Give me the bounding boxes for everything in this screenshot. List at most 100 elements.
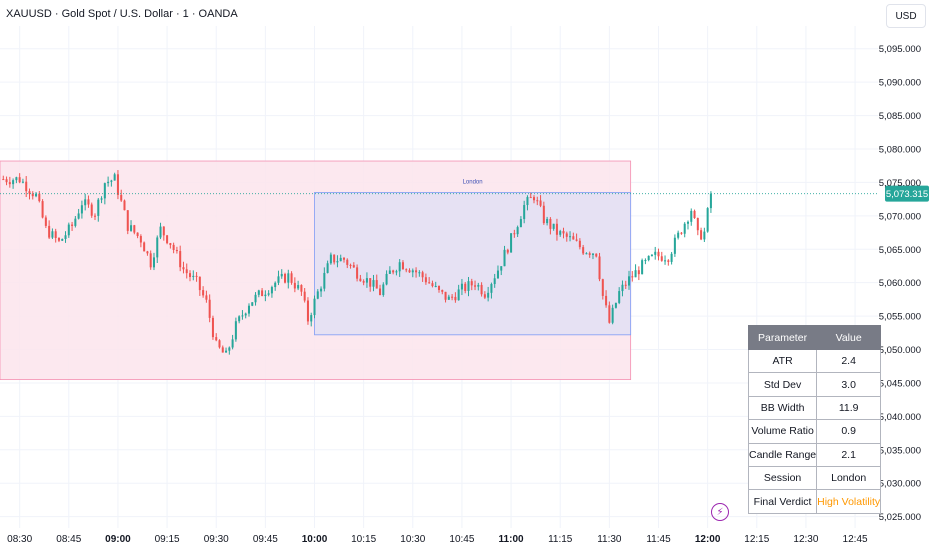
candle-body	[221, 347, 224, 353]
candle-body	[54, 231, 57, 238]
candle-body	[549, 218, 552, 229]
candle-body	[608, 305, 611, 323]
candle-body	[392, 270, 395, 273]
candle-body	[107, 181, 110, 184]
candle-body	[385, 273, 388, 285]
candle-body	[202, 290, 205, 296]
candle-body	[362, 281, 365, 283]
candle-body	[84, 199, 87, 206]
candle-body	[490, 284, 493, 293]
x-tick-label: 09:15	[155, 534, 180, 545]
candle-body	[480, 284, 483, 295]
x-tick-label: 11:45	[646, 534, 671, 545]
candle-body	[25, 181, 28, 192]
candle-body	[175, 249, 178, 252]
candle-body	[284, 273, 287, 283]
candle-body	[48, 225, 51, 238]
candle-body	[572, 236, 575, 240]
candle-body	[51, 231, 54, 238]
candle-body	[627, 276, 631, 286]
candle-body	[156, 237, 159, 258]
candle-body	[401, 262, 404, 270]
candle-body	[693, 210, 696, 219]
volatility-stats-table: Parameter Value ATR 2.4 Std Dev 3.0 BB W…	[747, 325, 882, 514]
table-row: Candle Range 2.1	[747, 442, 882, 467]
candle-body	[244, 313, 247, 316]
candle-body	[251, 302, 254, 306]
x-tick-label: 11:00	[499, 534, 524, 545]
candle-body	[555, 223, 558, 235]
candle-body	[274, 282, 277, 288]
candle-body	[231, 339, 234, 348]
y-tick-label: 5,050.000	[879, 345, 921, 356]
y-tick-label: 5,065.000	[879, 245, 921, 256]
candle-body	[582, 247, 585, 254]
currency-button[interactable]: USD	[886, 4, 926, 28]
candle-body	[434, 285, 437, 287]
candle-body	[382, 284, 385, 295]
param-cell: Volume Ratio	[747, 419, 818, 444]
value-cell: 0.9	[816, 419, 882, 444]
table-row: Session London	[747, 465, 882, 491]
candle-body	[64, 235, 67, 239]
candle-body	[369, 278, 372, 287]
y-tick-label: 5,045.000	[879, 378, 921, 389]
session-box-london	[314, 192, 632, 336]
candle-body	[323, 272, 326, 289]
candle-body	[143, 242, 146, 252]
candle-body	[569, 236, 572, 238]
candle-body	[457, 289, 460, 301]
symbol-title[interactable]: XAUUSD · Gold Spot / U.S. Dollar · 1 · O…	[6, 8, 238, 20]
candle-body	[339, 257, 342, 262]
candle-body	[31, 193, 34, 197]
candle-body	[313, 298, 316, 316]
candle-body	[126, 210, 129, 231]
candle-body	[41, 201, 44, 218]
y-tick-label: 5,070.000	[879, 211, 921, 222]
x-tick-label: 12:15	[744, 534, 769, 545]
value-cell: 2.1	[816, 442, 882, 467]
candle-body	[395, 271, 398, 273]
candle-body	[162, 226, 165, 236]
candle-body	[8, 182, 11, 185]
candle-body	[673, 237, 676, 254]
candle-body	[706, 208, 709, 232]
candle-body	[591, 253, 594, 255]
candle-body	[179, 251, 182, 268]
verdict-value-cell: High Volatility	[816, 489, 882, 514]
candle-body	[667, 260, 670, 262]
candle-body	[346, 259, 349, 265]
x-tick-label: 08:30	[7, 534, 32, 545]
x-tick-label: 09:45	[253, 534, 278, 545]
x-tick-label: 12:30	[793, 534, 818, 545]
candle-body	[300, 285, 303, 292]
candle-body	[113, 174, 116, 181]
candle-body	[77, 213, 80, 219]
candle-body	[496, 270, 499, 279]
candle-body	[428, 282, 431, 284]
candle-body	[18, 177, 21, 183]
candle-body	[532, 197, 536, 201]
candle-body	[136, 232, 139, 237]
candle-body	[578, 240, 581, 248]
candle-body	[254, 294, 257, 303]
candle-body	[477, 284, 480, 287]
candle-body	[696, 218, 699, 231]
candle-body	[677, 232, 680, 238]
candle-body	[542, 205, 545, 224]
param-cell: Std Dev	[747, 372, 818, 397]
lightning-icon[interactable]: ⚡	[711, 503, 729, 521]
last-price-badge	[885, 185, 929, 202]
candle-body	[680, 232, 683, 234]
candle-body	[559, 231, 562, 235]
candle-body	[303, 291, 306, 301]
candle-body	[546, 218, 549, 224]
candle-body	[326, 263, 329, 273]
candle-body	[690, 210, 693, 222]
candle-body	[67, 224, 70, 236]
candle-body	[90, 204, 93, 216]
candle-body	[21, 181, 24, 183]
candle-body	[650, 254, 653, 256]
value-cell: 3.0	[816, 372, 882, 397]
